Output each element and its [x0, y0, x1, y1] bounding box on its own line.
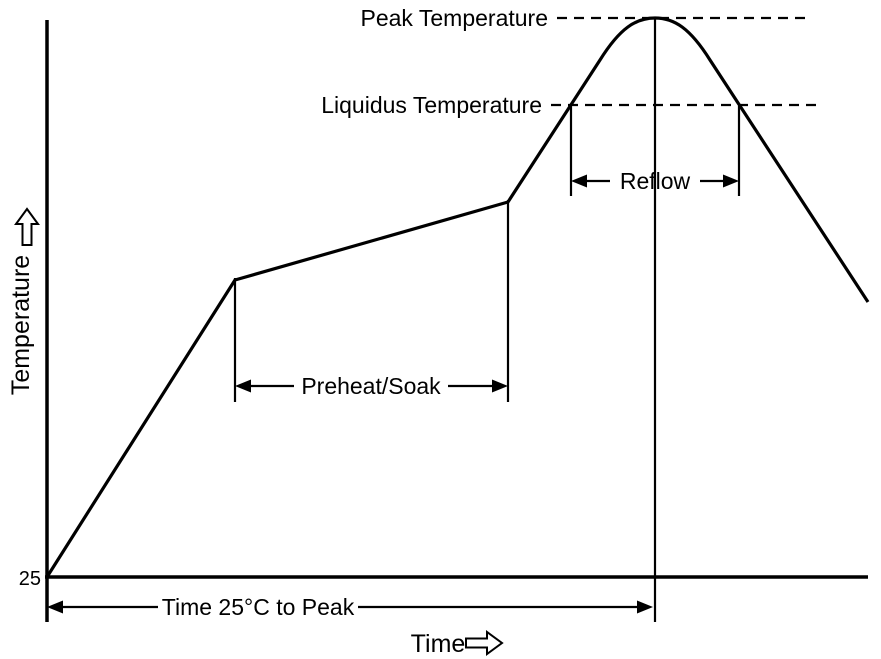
temperature-profile-curve: [45, 16, 870, 578]
reflow-range-arrow-right-head: [723, 174, 739, 188]
preheat-soak-label: Preheat/Soak: [301, 373, 441, 399]
chart-lines: [14, 16, 870, 656]
time-axis-arrow-icon: [465, 630, 504, 656]
temperature-axis-arrow-icon: [14, 207, 40, 246]
time-to-peak-label: Time 25°C to Peak: [162, 594, 355, 620]
preheat-range-arrow-left-head: [235, 379, 251, 393]
time-axis-label: Time: [411, 630, 466, 658]
temperature-axis-label: Temperature: [7, 255, 35, 395]
time-to-peak-arrow-left-head: [47, 600, 63, 614]
reflow-label: Reflow: [620, 168, 691, 194]
reflow-range-arrow-left-head: [571, 174, 587, 188]
peak-temperature-label: Peak Temperature: [360, 5, 548, 31]
origin-temperature-label: 25: [19, 568, 41, 590]
preheat-range-arrow-right-head: [492, 379, 508, 393]
chart-labels: Peak Temperature Liquidus Temperature Re…: [7, 5, 691, 658]
liquidus-temperature-label: Liquidus Temperature: [321, 92, 542, 118]
time-to-peak-arrow-right-head: [637, 600, 653, 614]
